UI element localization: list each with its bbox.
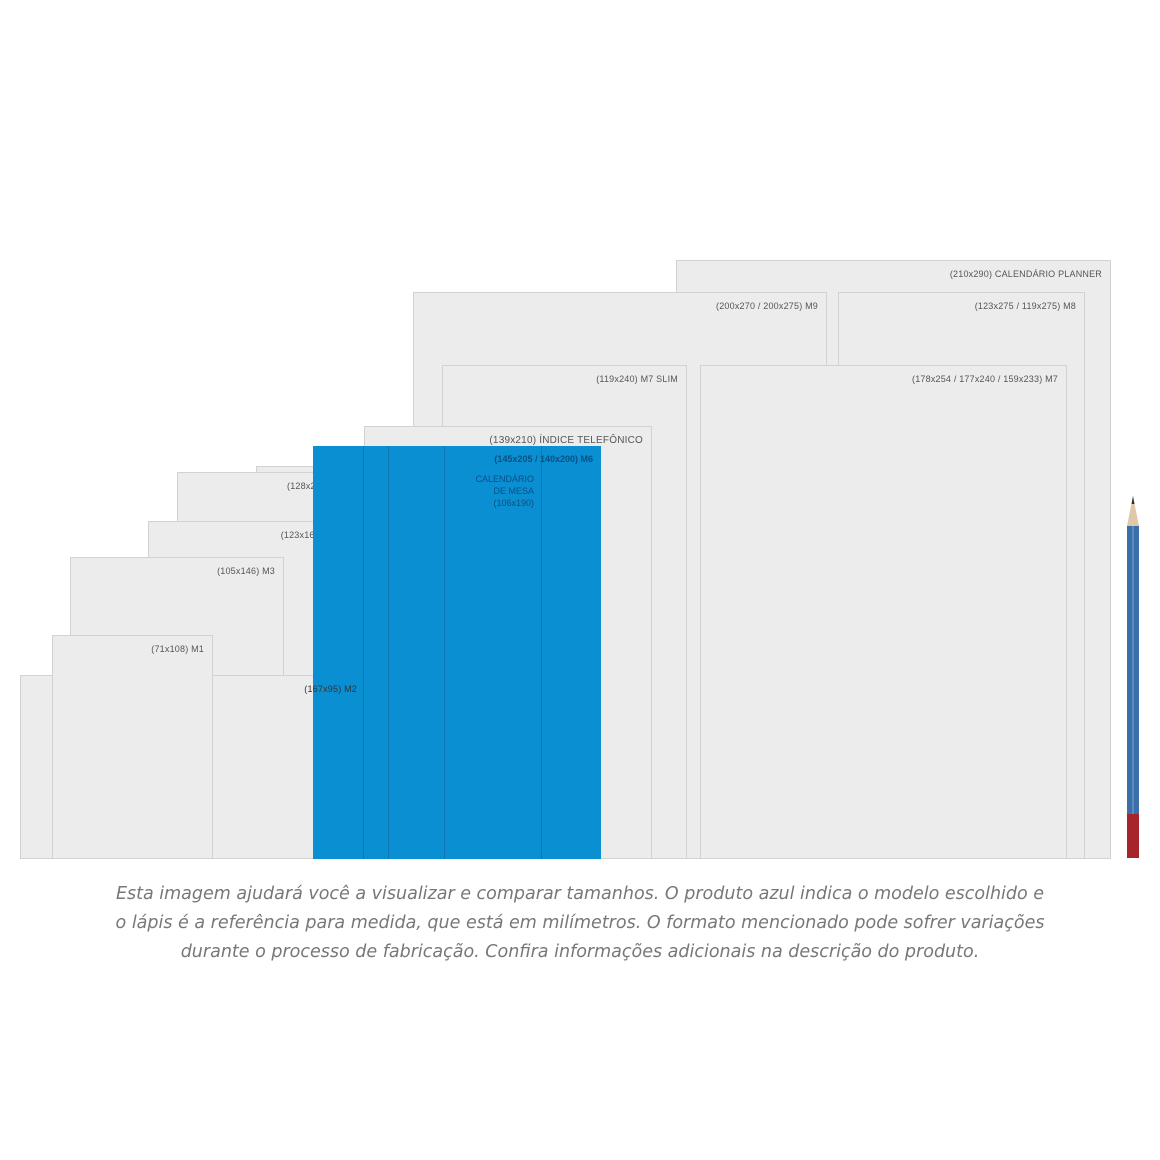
label-line: (106x190) — [493, 498, 534, 508]
label-m1: (71x108) M1 — [151, 644, 204, 654]
pencil-reference-icon — [1127, 496, 1139, 858]
label-line: DE MESA — [493, 486, 534, 496]
label-m9: (200x270 / 200x275) M9 — [716, 301, 818, 311]
outline-line — [444, 446, 445, 859]
caption: Esta imagem ajudará você a visualizar e … — [40, 880, 1120, 967]
label-m7: (178x254 / 177x240 / 159x233) M7 — [912, 374, 1058, 384]
caption-line: Esta imagem ajudará você a visualizar e … — [115, 884, 1045, 904]
label-calendario-mesa: CALENDÁRIO DE MESA (106x190) — [444, 473, 534, 509]
label-m6: (145x205 / 140x200) M6 — [494, 454, 593, 464]
caption-line: durante o processo de fabricação. Confir… — [180, 942, 980, 962]
rect-m1: (71x108) M1 — [52, 635, 213, 859]
label-m7-slim: (119x240) M7 SLIM — [596, 374, 678, 384]
outline-line — [363, 446, 364, 859]
rect-m7: (178x254 / 177x240 / 159x233) M7 — [700, 365, 1067, 859]
label-m2: (167x95) M2 — [304, 684, 357, 694]
outline-line — [541, 446, 542, 859]
label-planner: (210x290) CALENDÁRIO PLANNER — [949, 269, 1102, 279]
caption-line: o lápis é a referência para medida, que … — [115, 913, 1045, 933]
label-m3: (105x146) M3 — [217, 566, 275, 576]
outline-line — [388, 446, 389, 859]
label-indice: (139x210) ÍNDICE TELEFÔNICO — [489, 435, 643, 446]
label-m8: (123x275 / 119x275) M8 — [974, 301, 1076, 311]
selected-product-m6: (145x205 / 140x200) M6 CALENDÁRIO DE MES… — [313, 446, 601, 859]
label-line: CALENDÁRIO — [475, 474, 534, 484]
